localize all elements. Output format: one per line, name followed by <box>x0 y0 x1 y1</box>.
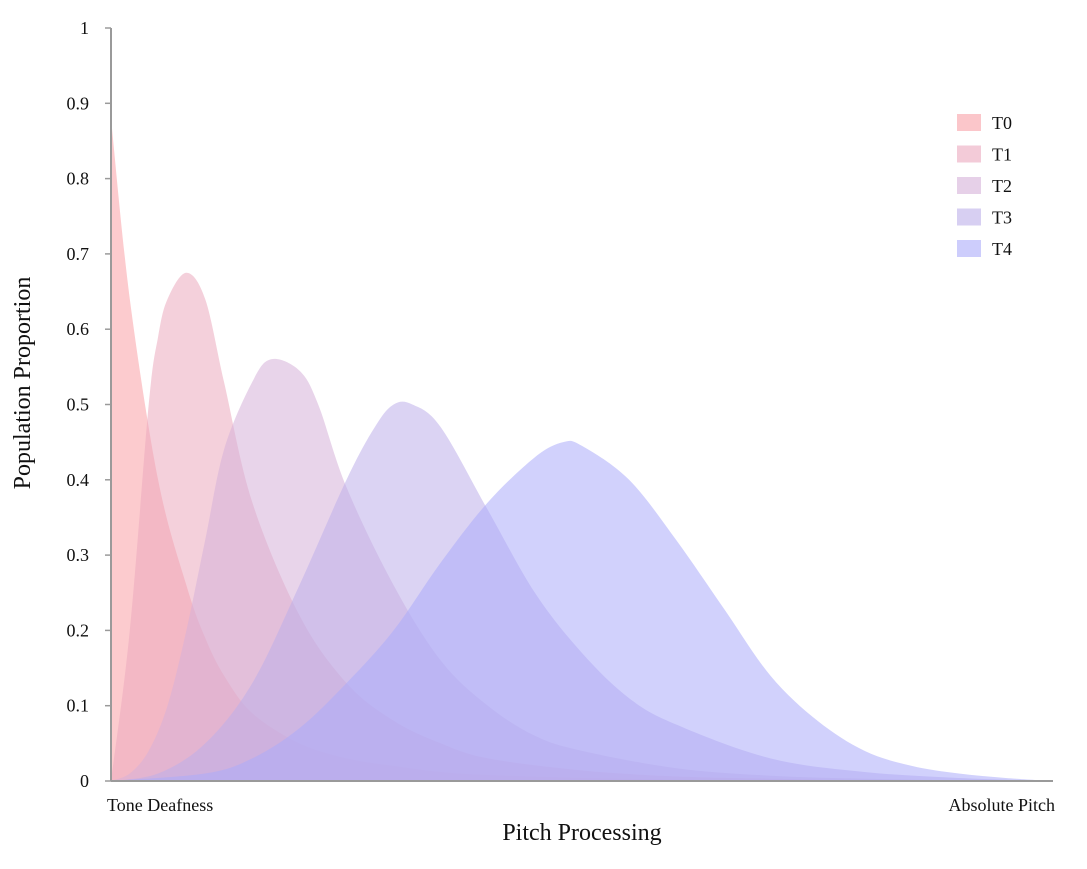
series-area-t4 <box>111 440 1053 781</box>
legend-swatch-t4 <box>957 240 981 257</box>
legend-swatch-t3 <box>957 208 981 226</box>
legend-label-t1: T1 <box>992 145 1012 165</box>
y-tick-label: 1 <box>80 18 89 38</box>
y-tick-label: 0 <box>80 771 89 791</box>
y-tick-label: 0.5 <box>67 395 90 415</box>
y-tick-label: 0.8 <box>67 169 90 189</box>
x-left-label: Tone Deafness <box>107 795 213 815</box>
y-tick-label: 0.7 <box>67 244 90 264</box>
legend-label-t3: T3 <box>992 208 1012 228</box>
legend-swatch-t2 <box>957 177 981 194</box>
y-ticks: 0 0.1 0.2 0.3 0.4 0.5 0.6 0.7 0.8 0.9 1 <box>67 18 111 791</box>
legend-swatch-t0 <box>957 114 981 131</box>
x-right-label: Absolute Pitch <box>949 795 1056 815</box>
legend-swatch-t1 <box>957 145 981 163</box>
series-layer <box>111 118 1053 781</box>
y-tick-label: 0.6 <box>67 319 90 339</box>
y-tick-label: 0.1 <box>67 696 90 716</box>
y-axis-title: Population Proportion <box>10 277 36 490</box>
legend-label-t4: T4 <box>992 239 1012 259</box>
y-tick-label: 0.2 <box>67 620 90 640</box>
legend: T0 T1 T2 T3 T4 <box>957 113 1012 259</box>
x-axis-title: Pitch Processing <box>502 820 661 846</box>
legend-label-t0: T0 <box>992 113 1012 133</box>
y-tick-label: 0.3 <box>67 545 90 565</box>
y-tick-label: 0.4 <box>67 470 90 490</box>
y-tick-label: 0.9 <box>67 93 90 113</box>
legend-label-t2: T2 <box>992 176 1012 196</box>
